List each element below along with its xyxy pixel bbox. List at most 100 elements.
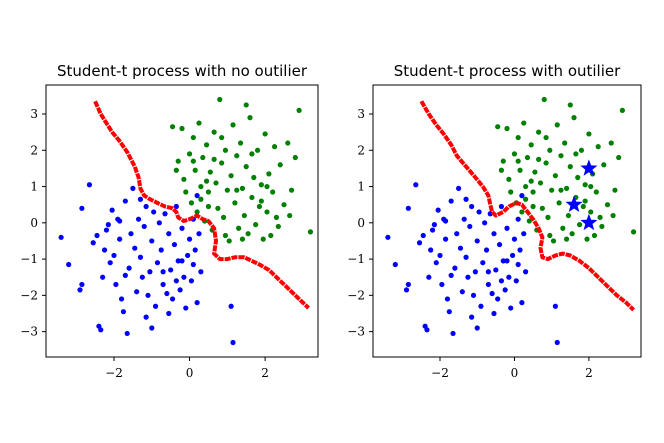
- green-data-point: [241, 212, 247, 219]
- blue-data-point: [185, 252, 191, 259]
- green-data-point: [183, 189, 189, 195]
- blue-data-point: [448, 198, 454, 204]
- blue-data-point: [429, 227, 436, 233]
- green-data-point: [599, 223, 605, 230]
- blue-data-point: [437, 252, 443, 259]
- green-data-point: [234, 153, 240, 159]
- blue-data-point: [175, 258, 181, 264]
- green-data-point: [285, 140, 291, 146]
- green-data-point: [215, 205, 221, 211]
- blue-data-point: [164, 290, 170, 297]
- y-tick-label: −2: [347, 288, 365, 302]
- y-tick-label: −2: [20, 288, 38, 302]
- green-data-point: [226, 238, 232, 244]
- blue-data-point: [504, 258, 510, 264]
- blue-data-point: [463, 196, 469, 202]
- blue-data-point: [523, 269, 529, 275]
- blue-data-point: [446, 309, 452, 315]
- blue-data-point: [143, 314, 149, 320]
- green-data-point: [264, 183, 270, 190]
- green-data-point: [179, 125, 185, 132]
- blue-data-point: [101, 247, 108, 253]
- blue-data-point: [173, 278, 179, 284]
- green-data-point: [582, 182, 588, 188]
- green-data-point: [230, 122, 236, 128]
- green-data-point: [190, 134, 196, 141]
- green-data-point: [556, 200, 562, 206]
- blue-data-point: [485, 281, 491, 288]
- blue-data-point: [194, 300, 200, 306]
- green-data-point: [239, 236, 246, 242]
- blue-data-point: [519, 300, 525, 306]
- blue-data-point: [90, 240, 96, 246]
- axes-frame: [45, 84, 319, 358]
- y-tick-label: 1: [357, 180, 365, 194]
- green-data-point: [573, 151, 579, 157]
- green-data-point: [511, 151, 518, 157]
- green-data-point: [271, 144, 278, 150]
- blue-data-point: [470, 292, 477, 298]
- blue-data-point: [491, 231, 497, 237]
- blue-data-point: [483, 247, 490, 253]
- green-data-point: [277, 162, 283, 168]
- blue-data-point: [168, 267, 174, 273]
- blue-data-point: [149, 238, 155, 244]
- chart-right-title: Student-t process with outilier: [394, 62, 621, 80]
- blue-data-point: [198, 269, 204, 275]
- green-data-point: [266, 171, 272, 177]
- green-data-point: [576, 222, 583, 228]
- blue-data-point: [58, 234, 64, 240]
- blue-data-point: [513, 278, 519, 284]
- green-data-point: [268, 232, 274, 239]
- green-data-point: [237, 140, 244, 146]
- green-data-point: [591, 232, 598, 239]
- blue-data-point: [86, 182, 93, 188]
- blue-data-point: [459, 289, 465, 295]
- blue-data-point: [113, 281, 119, 288]
- blue-data-point: [181, 274, 187, 280]
- green-data-point: [190, 158, 196, 164]
- y-tick-label: 2: [357, 143, 365, 157]
- blue-data-point: [431, 222, 438, 228]
- blue-data-point: [124, 330, 130, 337]
- green-data-point: [262, 131, 268, 137]
- green-data-point: [616, 154, 622, 161]
- blue-data-point: [186, 236, 193, 242]
- blue-data-point: [521, 231, 527, 237]
- green-data-point: [169, 124, 176, 130]
- blue-data-point: [160, 281, 166, 288]
- green-data-point: [554, 122, 560, 128]
- chart-right: Student-t process with outilier −2 0 2 −3 −2…: [347, 62, 642, 380]
- blue-data-point: [103, 227, 110, 233]
- blue-data-point: [137, 196, 144, 202]
- blue-data-point: [496, 241, 503, 248]
- blue-data-point: [517, 247, 523, 253]
- blue-data-point: [469, 203, 475, 210]
- blue-data-point: [476, 209, 482, 215]
- blue-data-point: [156, 220, 162, 226]
- blue-data-point: [132, 245, 138, 251]
- blue-data-point: [426, 274, 432, 280]
- blue-data-point: [154, 260, 161, 266]
- blue-data-point: [135, 216, 142, 222]
- green-data-point: [220, 214, 227, 220]
- outlier-star-point: [580, 213, 598, 231]
- blue-data-point: [485, 269, 491, 275]
- green-data-point: [281, 202, 287, 208]
- blue-data-point: [118, 296, 125, 302]
- green-data-point: [562, 140, 568, 146]
- blue-data-point: [509, 252, 516, 259]
- blue-data-point: [508, 305, 514, 311]
- green-data-point: [236, 225, 242, 231]
- blue-data-point: [385, 234, 391, 240]
- blue-data-point: [474, 238, 480, 244]
- blue-data-point: [173, 203, 179, 210]
- green-data-point: [224, 187, 230, 193]
- blue-data-point: [228, 303, 234, 309]
- y-tick-label: −1: [347, 252, 365, 266]
- green-data-point: [582, 198, 588, 204]
- green-data-point: [560, 225, 566, 231]
- plot-area: [58, 96, 314, 346]
- green-data-point: [217, 96, 223, 103]
- blue-data-point: [439, 281, 445, 288]
